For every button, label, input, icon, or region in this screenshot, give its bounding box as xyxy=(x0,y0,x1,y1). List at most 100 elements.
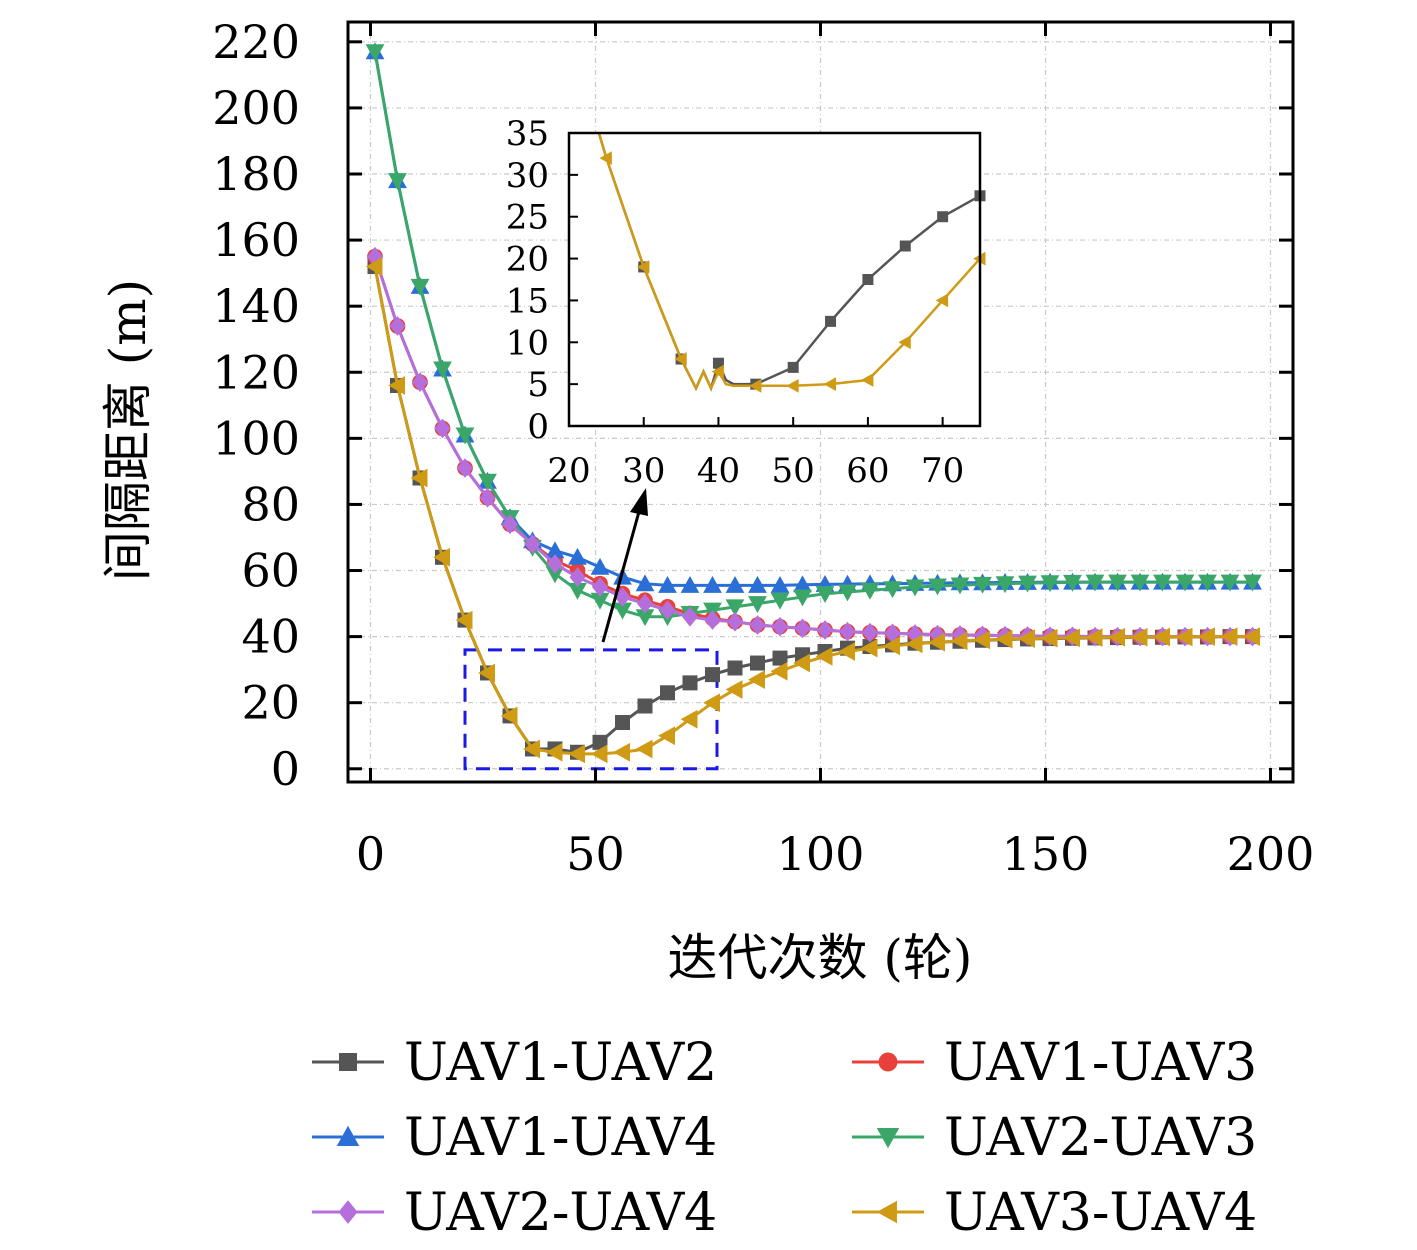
data-point xyxy=(592,577,608,597)
inset-data-point xyxy=(862,274,874,285)
data-point xyxy=(635,739,653,759)
inset-data-point xyxy=(748,378,762,393)
data-point xyxy=(500,706,518,726)
legend-marker xyxy=(338,1200,358,1224)
data-point xyxy=(568,582,587,600)
data-point xyxy=(973,630,990,650)
data-point xyxy=(545,742,563,762)
data-point xyxy=(455,427,475,445)
data-point xyxy=(838,642,855,661)
main-axis-ticks: 0 50 100 150 2000204060801001201401601802002… xyxy=(212,15,1314,881)
data-point xyxy=(1108,574,1127,592)
data-point xyxy=(727,660,743,676)
data-point xyxy=(635,609,655,627)
inset-series-uav3-uav4 xyxy=(597,132,986,393)
legend-marker xyxy=(339,1053,357,1071)
data-point xyxy=(748,596,767,613)
data-point xyxy=(1018,629,1035,648)
data-point xyxy=(1153,574,1172,592)
x-tick-label: 50 xyxy=(566,827,625,881)
y-tick-label: 40 xyxy=(241,610,300,664)
inset-data-point xyxy=(935,293,949,308)
data-point xyxy=(478,663,495,683)
data-point xyxy=(860,638,878,658)
data-point xyxy=(365,44,385,62)
data-point xyxy=(388,376,405,395)
zoom-arrow-head xyxy=(630,488,648,516)
inset-y-tick-label: 10 xyxy=(506,323,549,363)
data-point xyxy=(590,744,608,764)
inset-series-group xyxy=(597,132,986,393)
data-point xyxy=(614,587,631,607)
data-point xyxy=(928,632,945,652)
data-point xyxy=(479,487,496,508)
data-point xyxy=(455,610,473,630)
inset-data-point xyxy=(825,315,837,327)
x-tick-label: 0 xyxy=(356,827,385,881)
data-point xyxy=(748,670,765,689)
main-series-group xyxy=(365,42,1262,764)
y-tick-label: 100 xyxy=(212,411,300,465)
legend-label: UAV1-UAV3 xyxy=(944,1033,1257,1093)
data-point xyxy=(1220,627,1238,646)
inset-y-tick-label: 0 xyxy=(527,407,549,447)
data-point xyxy=(725,599,745,617)
data-point xyxy=(748,576,767,593)
data-point xyxy=(839,621,856,642)
data-point xyxy=(523,739,540,759)
y-tick-label: 120 xyxy=(212,345,300,399)
data-point xyxy=(637,593,653,614)
data-point xyxy=(1063,574,1082,592)
data-point xyxy=(433,361,452,379)
data-point xyxy=(635,574,655,592)
data-point xyxy=(772,616,788,637)
inset-data-point xyxy=(861,373,874,387)
x-tick-label: 150 xyxy=(1002,827,1090,881)
inset-x-tick-label: 60 xyxy=(846,451,889,491)
data-point xyxy=(950,577,970,595)
data-point xyxy=(658,576,677,593)
inset-y-tick-label: 30 xyxy=(506,156,549,196)
data-point xyxy=(659,600,676,621)
inset-data-point xyxy=(787,361,799,373)
inset-x-tick-label: 40 xyxy=(697,451,740,491)
legend-item: UAV2-UAV3 xyxy=(852,1108,1257,1168)
inset-y-tick-label: 5 xyxy=(527,365,549,405)
series-uav3-uav4 xyxy=(365,257,1260,764)
legend-label: UAV1-UAV2 xyxy=(404,1033,717,1093)
legend: UAV1-UAV2 UAV1-UAV3 UAV1-UAV4 UAV2-UAV3 UAV2… xyxy=(312,1033,1257,1243)
data-point xyxy=(1198,627,1215,646)
inset-x-tick-label: 70 xyxy=(921,451,964,491)
y-tick-label: 20 xyxy=(241,676,300,730)
legend-marker xyxy=(876,1128,900,1149)
data-point xyxy=(592,734,608,750)
series-line xyxy=(373,266,1253,756)
inset-series-line xyxy=(597,132,981,392)
data-point xyxy=(703,693,720,713)
data-point xyxy=(770,576,790,593)
data-point xyxy=(772,650,788,666)
data-point xyxy=(1130,574,1150,592)
data-point xyxy=(883,636,900,656)
data-point xyxy=(995,629,1013,649)
data-point xyxy=(1040,575,1060,593)
data-point xyxy=(817,620,833,640)
data-point xyxy=(478,473,497,491)
data-point xyxy=(680,576,700,593)
y-axis-title: 间隔距离 (m) xyxy=(99,279,157,581)
inset-y-tick-label: 20 xyxy=(506,240,549,280)
data-point xyxy=(725,680,743,699)
data-point xyxy=(1175,574,1195,592)
data-point xyxy=(568,547,587,565)
y-tick-label: 160 xyxy=(212,213,300,267)
data-point xyxy=(815,647,833,666)
legend-label: UAV2-UAV3 xyxy=(944,1108,1257,1168)
data-point xyxy=(388,173,407,190)
data-point xyxy=(725,576,745,593)
inset-data-point xyxy=(599,151,612,165)
inset-x-tick-label: 30 xyxy=(622,451,665,491)
data-point xyxy=(389,316,406,336)
data-point xyxy=(860,582,880,600)
data-point xyxy=(658,726,675,746)
